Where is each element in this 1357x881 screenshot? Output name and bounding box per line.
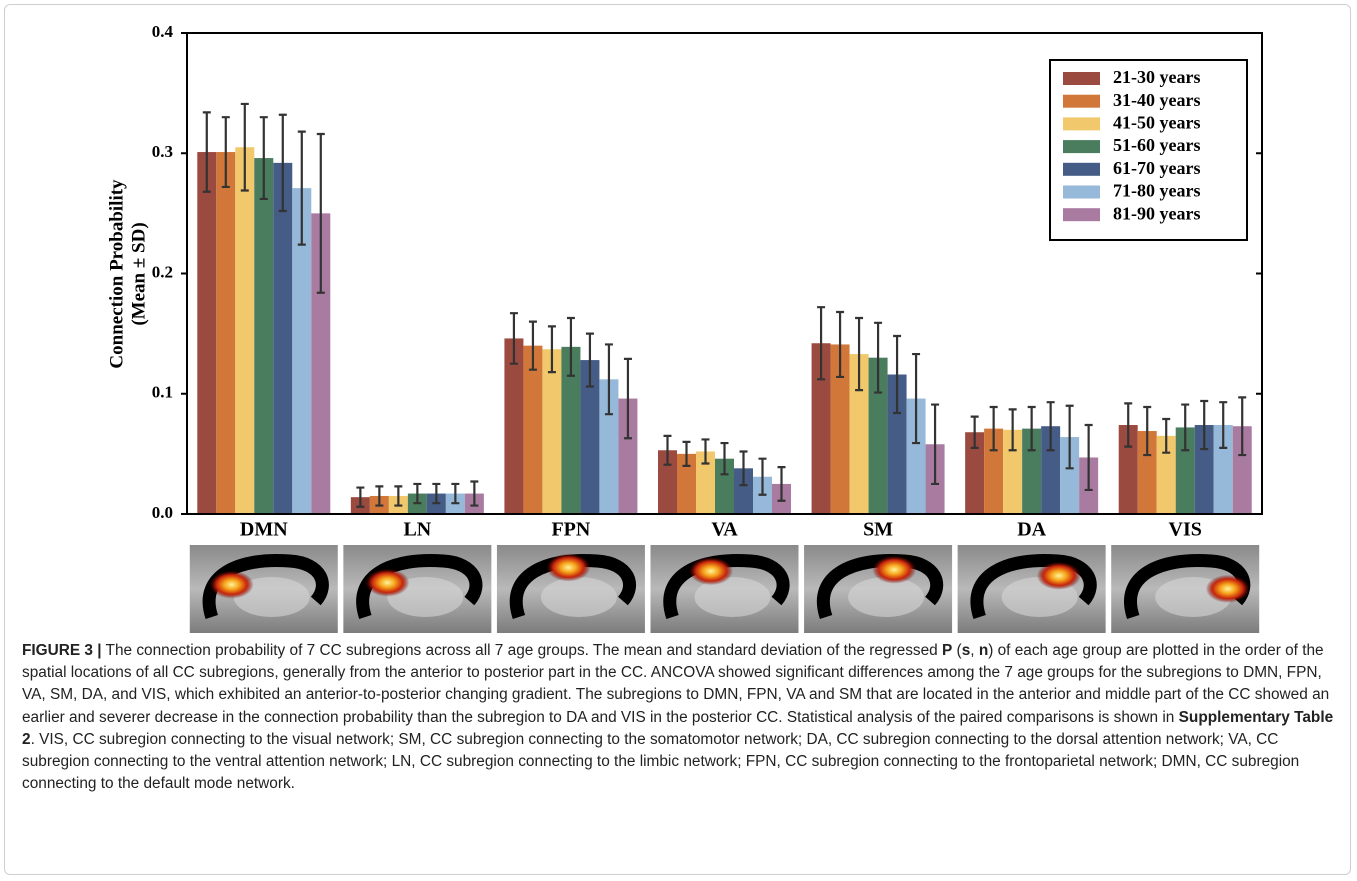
x-tick-label: FPN bbox=[551, 519, 590, 541]
bar bbox=[216, 152, 235, 514]
x-tick-label: DMN bbox=[240, 519, 288, 541]
x-tick-label: SM bbox=[863, 519, 893, 541]
brain-image bbox=[1037, 562, 1081, 590]
caption-text: P bbox=[942, 642, 952, 659]
caption-text: , bbox=[970, 642, 979, 659]
legend-swatch bbox=[1063, 186, 1100, 199]
y-tick-label: 0.4 bbox=[152, 22, 174, 41]
legend-label: 61-70 years bbox=[1113, 158, 1200, 178]
chart: Connection Probability (Mean ± SD) 0.0 0.… bbox=[0, 0, 1357, 640]
brain-image bbox=[872, 556, 916, 584]
x-tick-label: DA bbox=[1017, 519, 1046, 541]
caption-text: The connection probability of 7 CC subre… bbox=[102, 642, 942, 659]
x-tick-label: VA bbox=[711, 519, 738, 541]
brain-image bbox=[541, 577, 617, 617]
bar bbox=[254, 158, 273, 514]
legend-swatch bbox=[1063, 140, 1100, 153]
bar bbox=[523, 346, 542, 514]
legend-label: 31-40 years bbox=[1113, 90, 1200, 110]
caption-text: n bbox=[979, 642, 988, 659]
brain-images bbox=[190, 545, 1259, 633]
legend-label: 51-60 years bbox=[1113, 135, 1200, 155]
legend-swatch bbox=[1063, 95, 1100, 108]
legend-label: 21-30 years bbox=[1113, 67, 1200, 87]
x-tick-label: LN bbox=[403, 519, 431, 541]
y-tick-label: 0.3 bbox=[152, 142, 173, 161]
caption-text: ( bbox=[952, 642, 961, 659]
bar bbox=[235, 147, 254, 514]
legend-label: 71-80 years bbox=[1113, 181, 1200, 201]
y-axis-label: (Mean ± SD) bbox=[128, 222, 149, 325]
brain-image bbox=[546, 553, 590, 581]
legend-label: 81-90 years bbox=[1113, 203, 1200, 223]
brain-image bbox=[365, 569, 409, 597]
brain-image bbox=[848, 577, 924, 617]
caption: FIGURE 3 | The connection probability of… bbox=[22, 640, 1340, 795]
caption-text: . VIS, CC subregion connecting to the vi… bbox=[22, 731, 1299, 792]
legend-swatch bbox=[1063, 117, 1100, 130]
caption-label: FIGURE 3 | bbox=[22, 642, 102, 659]
y-axis-label: Connection Probability bbox=[106, 179, 127, 369]
legend-swatch bbox=[1063, 208, 1100, 221]
y-tick-label: 0.0 bbox=[152, 503, 173, 522]
y-tick-label: 0.1 bbox=[152, 383, 173, 402]
bar bbox=[197, 152, 216, 514]
y-tick-label: 0.2 bbox=[152, 262, 173, 281]
brain-image bbox=[1206, 575, 1250, 603]
brain-image bbox=[689, 557, 733, 585]
bar bbox=[273, 163, 292, 514]
legend-swatch bbox=[1063, 163, 1100, 176]
bar bbox=[542, 349, 561, 514]
legend-swatch bbox=[1063, 72, 1100, 85]
x-tick-label: VIS bbox=[1169, 519, 1202, 541]
legend-label: 41-50 years bbox=[1113, 113, 1200, 133]
brain-image bbox=[210, 571, 254, 599]
caption-text: s bbox=[962, 642, 971, 659]
